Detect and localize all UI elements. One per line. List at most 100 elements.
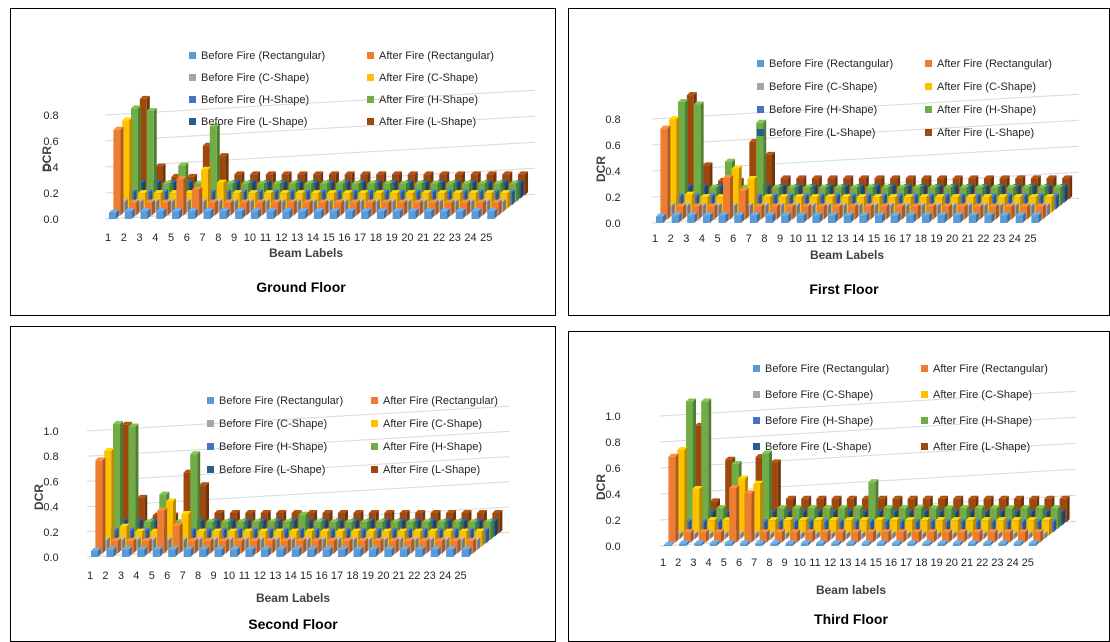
x-tick-label: 8 (215, 232, 221, 244)
x-tick-label: 15 (868, 233, 880, 245)
legend-item: After Fire (L-Shape) (921, 441, 1030, 453)
y-tick-labels: 0.0 0.2 0.4 0.6 0.8 1.0 (43, 426, 58, 564)
bar-2-1 (660, 125, 671, 220)
bar-2-20 (957, 529, 968, 543)
bar-1-18 (922, 540, 933, 546)
bar-1-17 (907, 540, 918, 546)
x-tick-label: 3 (118, 570, 124, 582)
x-tick-label: 6 (164, 570, 170, 582)
bar-1-19 (937, 212, 948, 223)
bar-1-19 (937, 540, 948, 546)
x-tick-label: 22 (433, 232, 445, 244)
bar-6-2 (701, 398, 712, 529)
bar-1-12 (260, 546, 271, 557)
bar-8-6 (199, 482, 209, 534)
bar-1-18 (921, 212, 932, 223)
bar-1-3 (121, 546, 132, 557)
bar-1-10 (250, 208, 261, 219)
bar-2-9 (790, 529, 800, 543)
bar-1-25 (487, 208, 498, 219)
bar-4-1 (669, 116, 680, 213)
bar-2-6 (172, 522, 183, 554)
legend-swatch (925, 129, 932, 136)
legend-swatch (207, 420, 214, 427)
bar-1-11 (266, 208, 277, 219)
legend-swatch (921, 443, 928, 450)
x-axis-label: Beam Labels (810, 248, 884, 262)
y-tick-label: 0.4 (43, 502, 58, 514)
x-tick-label: 13 (291, 232, 303, 244)
y-tick-label: 1.0 (43, 426, 58, 438)
x-tick-label: 13 (269, 570, 281, 582)
x-tick-label: 7 (180, 570, 186, 582)
x-tick-label: 19 (386, 232, 398, 244)
legend-label: Before Fire (Rectangular) (769, 58, 893, 70)
legend-label: Before Fire (C-Shape) (765, 389, 873, 401)
bar-1-12 (828, 212, 839, 223)
x-tick-label: 24 (1009, 233, 1021, 245)
bar-1-2 (124, 208, 135, 219)
legend-label: After Fire (C-Shape) (933, 389, 1032, 401)
x-tick-label: 17 (899, 233, 911, 245)
x-tick-label: 25 (480, 232, 492, 244)
bar-1-22 (415, 546, 426, 557)
bar-6-25 (1050, 505, 1061, 529)
legend-swatch (207, 466, 214, 473)
bar-1-3 (687, 212, 698, 223)
legend-swatch (921, 417, 928, 424)
bar-1-1 (91, 547, 101, 557)
legend-swatch (753, 391, 760, 398)
legend-label: Before Fire (C-Shape) (769, 81, 877, 93)
bar-1-1 (109, 209, 119, 219)
x-tick-label: 2 (102, 570, 108, 582)
legend-swatch (189, 52, 196, 59)
y-tick-label: 0.2 (43, 527, 58, 539)
x-tick-labels: 1 2 3 4 5 6 7 8 9 10 11 12 13 14 15 16 17 18 19 20 21 22 23 24 2… (660, 557, 1034, 569)
x-tick-label: 11 (806, 233, 817, 245)
bar-2-5 (722, 174, 733, 220)
legend: Before Fire (Rectangular) After Fire (Rec… (757, 58, 1052, 139)
legend-swatch (757, 129, 764, 136)
bar-2-2 (683, 529, 694, 543)
x-tick-label: 5 (714, 233, 720, 245)
legend-item: Before Fire (L-Shape) (189, 116, 307, 128)
y-tick-label: 0.2 (43, 188, 58, 200)
y-axis-label: DCR (594, 474, 608, 500)
x-tick-label: 10 (223, 570, 235, 582)
legend-swatch (189, 96, 196, 103)
bar-1-6 (187, 208, 198, 219)
bar-1-15 (874, 212, 885, 223)
bar-1-5 (718, 212, 729, 223)
bar-1-13 (846, 540, 857, 546)
legend-label: After Fire (C-Shape) (937, 81, 1036, 93)
y-tick-label: 0.4 (605, 166, 620, 178)
bar-6-2 (146, 107, 157, 202)
legend-label: Before Fire (Rectangular) (201, 50, 325, 62)
x-tick-label: 18 (370, 232, 382, 244)
x-tick-label: 6 (736, 557, 742, 569)
bar-1-20 (384, 546, 395, 557)
legend-label: After Fire (H-Shape) (379, 94, 478, 106)
x-tick-label: 4 (699, 233, 705, 245)
legend-item: After Fire (C-Shape) (367, 72, 478, 84)
x-tick-label: 20 (401, 232, 413, 244)
bar-1-8 (770, 540, 781, 546)
bar-1-8 (219, 208, 230, 219)
bar-1-15 (307, 546, 318, 557)
bar-1-5 (724, 540, 735, 546)
legend-label: After Fire (L-Shape) (937, 127, 1034, 139)
legend-item: Before Fire (L-Shape) (753, 441, 871, 453)
bars (656, 92, 1073, 223)
bar-1-24 (446, 546, 457, 557)
bar-1-25 (1028, 540, 1039, 546)
legend-swatch (367, 52, 374, 59)
legend-label: After Fire (L-Shape) (383, 464, 480, 476)
x-tick-label: 2 (121, 232, 127, 244)
y-tick-label: 0.8 (43, 451, 58, 463)
bar-1-17 (906, 212, 917, 223)
x-axis-label: Beam Labels (256, 591, 330, 605)
legend-item: After Fire (Rectangular) (367, 50, 494, 62)
x-tick-label: 14 (285, 570, 297, 582)
bar-6-1 (113, 421, 123, 540)
bar-6-1 (131, 105, 141, 202)
